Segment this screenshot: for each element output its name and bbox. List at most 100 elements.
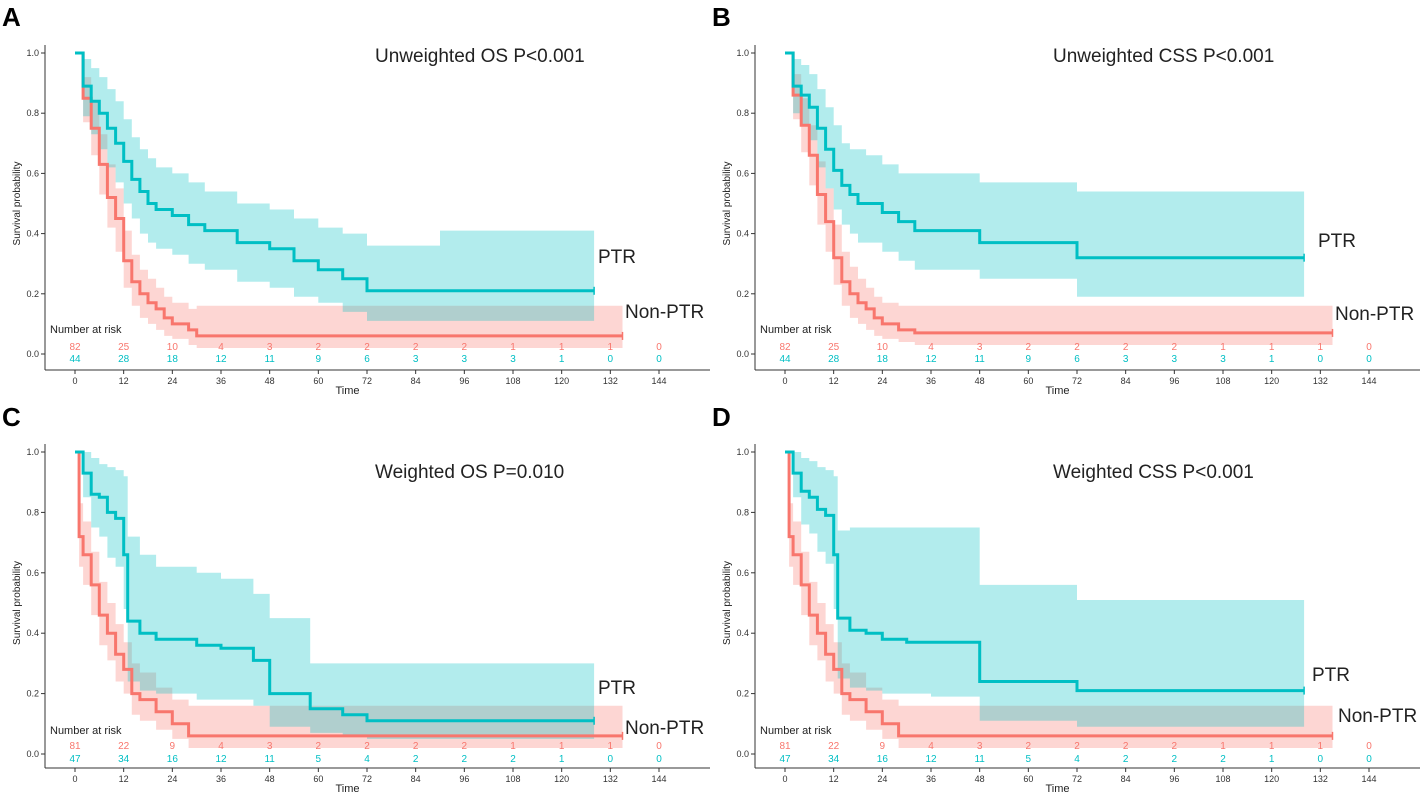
risk-count-non-ptr: 2 — [1026, 342, 1032, 353]
x-axis-title: Time — [1045, 385, 1069, 397]
risk-count-non-ptr: 2 — [316, 741, 322, 752]
x-tick-label: 60 — [1023, 376, 1033, 386]
x-tick-label: 48 — [975, 774, 985, 784]
risk-count-non-ptr: 22 — [828, 741, 840, 752]
risk-table-title: Number at risk — [760, 725, 832, 737]
risk-count-non-ptr: 2 — [462, 342, 468, 353]
x-tick-label: 48 — [975, 376, 985, 386]
risk-count-non-ptr: 4 — [928, 741, 934, 752]
x-tick-label: 0 — [72, 376, 77, 386]
x-tick-label: 48 — [265, 376, 275, 386]
risk-count-non-ptr: 10 — [877, 342, 889, 353]
risk-count-ptr: 2 — [510, 754, 516, 765]
x-tick-label: 144 — [1361, 376, 1376, 386]
y-tick-label: 0.4 — [736, 229, 749, 239]
panel-letter: B — [712, 2, 731, 32]
risk-count-ptr: 16 — [167, 754, 179, 765]
km-panel-d: D0.00.20.40.60.81.00 12 24 36 48 60 72 84 96 108 1… — [712, 402, 1420, 794]
y-tick-label: 0.8 — [736, 507, 749, 517]
risk-count-ptr: 18 — [167, 354, 179, 365]
x-tick-label: 24 — [167, 774, 177, 784]
x-tick-label: 96 — [459, 376, 469, 386]
x-axis-title: Time — [1045, 783, 1069, 794]
risk-count-non-ptr: 2 — [1123, 342, 1129, 353]
risk-count-non-ptr: 9 — [880, 741, 886, 752]
risk-count-ptr: 3 — [1220, 354, 1226, 365]
risk-count-non-ptr: 2 — [413, 342, 419, 353]
risk-count-ptr: 0 — [656, 754, 662, 765]
x-tick-label: 48 — [265, 774, 275, 784]
x-tick-label: 84 — [1121, 376, 1131, 386]
risk-count-ptr: 3 — [510, 354, 516, 365]
ptr-survival-curve — [75, 51, 595, 293]
non-ptr-confidence-band — [785, 53, 1333, 345]
risk-count-ptr: 3 — [462, 354, 468, 365]
x-tick-label: 84 — [411, 376, 421, 386]
y-tick-label: 0.0 — [26, 749, 39, 759]
x-tick-label: 132 — [1313, 376, 1328, 386]
risk-count-ptr: 44 — [779, 354, 791, 365]
risk-count-non-ptr: 9 — [170, 741, 176, 752]
risk-count-ptr: 12 — [925, 354, 937, 365]
risk-count-ptr: 0 — [1318, 354, 1324, 365]
risk-count-ptr: 3 — [1172, 354, 1178, 365]
risk-count-ptr: 3 — [413, 354, 419, 365]
risk-count-non-ptr: 1 — [1318, 741, 1324, 752]
y-tick-label: 1.0 — [736, 48, 749, 58]
ptr-label: PTR — [598, 247, 636, 268]
risk-count-ptr: 28 — [828, 354, 840, 365]
risk-count-ptr: 0 — [656, 354, 662, 365]
risk-count-ptr: 1 — [559, 754, 565, 765]
risk-count-non-ptr: 81 — [69, 741, 81, 752]
x-tick-label: 84 — [411, 774, 421, 784]
y-axis-title: Survival probability — [12, 561, 23, 645]
risk-count-ptr: 12 — [215, 754, 227, 765]
risk-count-ptr: 6 — [364, 354, 370, 365]
risk-count-non-ptr: 1 — [608, 741, 614, 752]
risk-count-ptr: 2 — [1123, 754, 1129, 765]
x-tick-label: 96 — [459, 774, 469, 784]
y-tick-label: 0.4 — [26, 628, 39, 638]
risk-count-non-ptr: 2 — [1123, 741, 1129, 752]
non-ptr-survival-curve — [75, 51, 623, 338]
risk-count-ptr: 1 — [1269, 354, 1275, 365]
x-tick-label: 72 — [362, 774, 372, 784]
y-tick-label: 0.4 — [26, 229, 39, 239]
risk-count-non-ptr: 2 — [1026, 741, 1032, 752]
risk-count-ptr: 0 — [608, 754, 614, 765]
x-tick-label: 0 — [782, 774, 787, 784]
risk-count-non-ptr: 3 — [267, 741, 273, 752]
ptr-confidence-band — [785, 452, 1305, 727]
risk-count-ptr: 2 — [413, 754, 419, 765]
panel-letter: D — [712, 402, 731, 432]
x-tick-label: 60 — [313, 376, 323, 386]
risk-count-ptr: 0 — [608, 354, 614, 365]
risk-count-ptr: 4 — [364, 754, 370, 765]
y-axis-title: Survival probability — [12, 162, 23, 246]
risk-count-ptr: 11 — [264, 754, 275, 765]
ptr-confidence-band — [75, 53, 595, 321]
risk-count-ptr: 11 — [974, 354, 985, 365]
risk-count-ptr: 47 — [779, 754, 791, 765]
risk-count-non-ptr: 3 — [267, 342, 273, 353]
x-tick-label: 12 — [829, 774, 839, 784]
risk-count-ptr: 9 — [316, 354, 322, 365]
risk-count-non-ptr: 1 — [1269, 741, 1275, 752]
risk-count-non-ptr: 4 — [218, 741, 224, 752]
risk-count-ptr: 12 — [925, 754, 937, 765]
risk-count-ptr: 44 — [69, 354, 81, 365]
non-ptr-label: Non-PTR — [1335, 304, 1414, 325]
km-panel-c: C0.00.20.40.60.81.00 12 24 36 48 60 72 84 96 108 1… — [2, 402, 710, 794]
x-tick-label: 144 — [651, 774, 666, 784]
risk-count-non-ptr: 4 — [218, 342, 224, 353]
y-axis-title: Survival probability — [722, 561, 733, 645]
chart-title: Unweighted OS P<0.001 — [375, 46, 585, 67]
risk-count-ptr: 16 — [877, 754, 889, 765]
risk-count-ptr: 34 — [118, 754, 130, 765]
x-tick-label: 120 — [1264, 376, 1279, 386]
risk-count-non-ptr: 10 — [167, 342, 179, 353]
chart-title: Weighted OS P=0.010 — [375, 462, 564, 483]
y-tick-label: 0.0 — [736, 749, 749, 759]
risk-count-non-ptr: 2 — [1074, 741, 1080, 752]
non-ptr-survival-curve — [785, 51, 1333, 335]
